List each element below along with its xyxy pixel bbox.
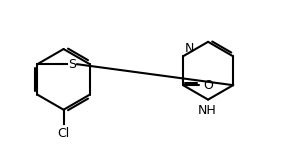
Text: N: N xyxy=(184,42,194,55)
Text: S: S xyxy=(68,58,76,71)
Text: Cl: Cl xyxy=(58,127,70,140)
Text: O: O xyxy=(203,79,213,92)
Text: NH: NH xyxy=(197,104,216,117)
